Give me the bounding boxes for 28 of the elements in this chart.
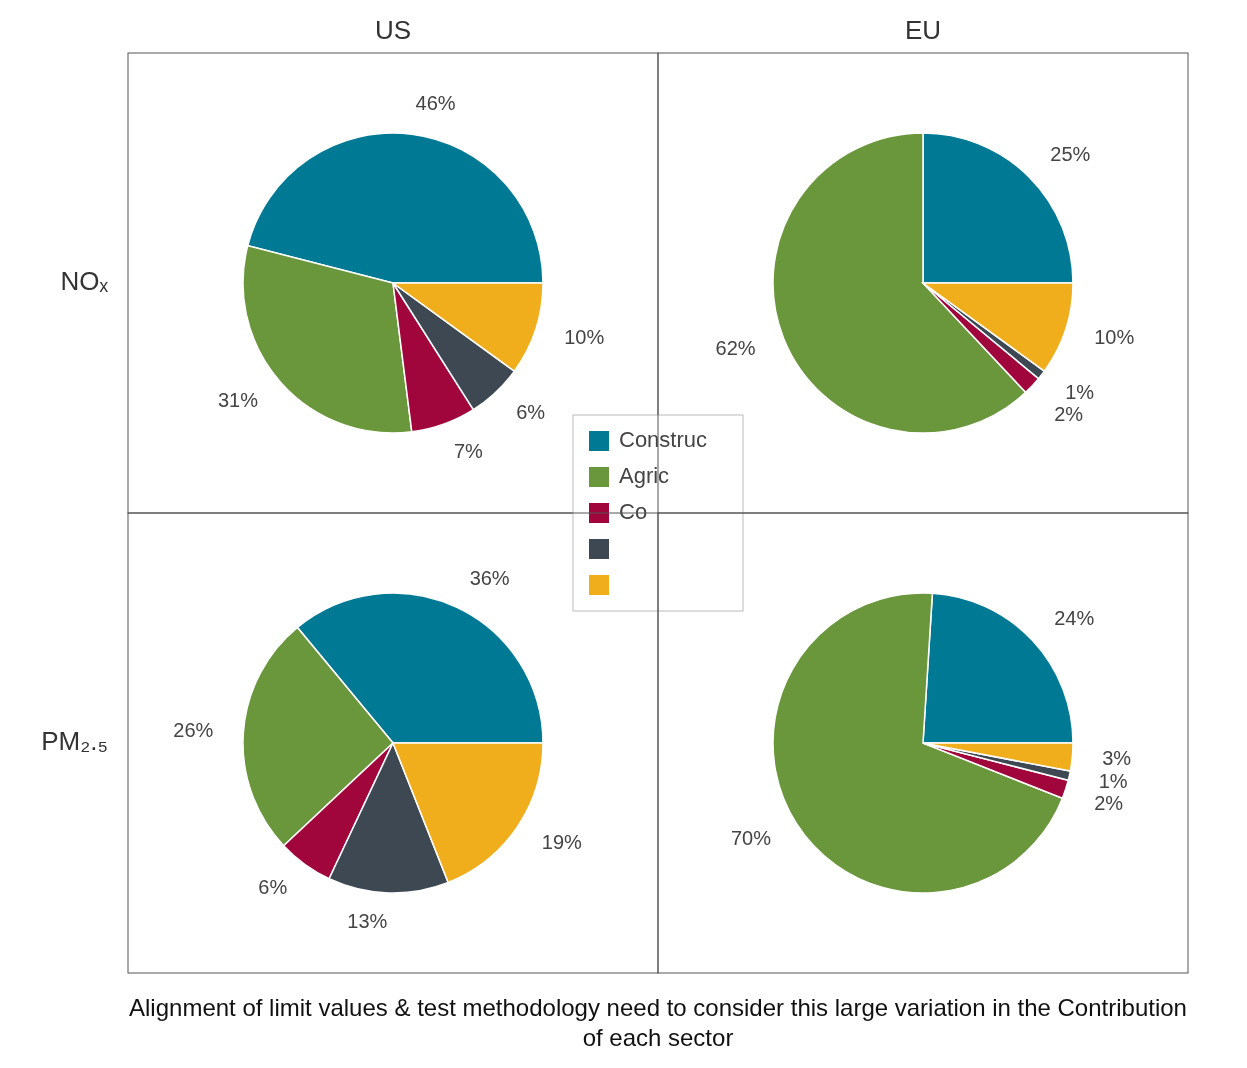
data-label: 2% (1054, 402, 1084, 425)
chart-title: US (374, 15, 412, 45)
text: NOₓ (60, 265, 109, 296)
chart-title: EU (904, 15, 942, 45)
data-label: 70% (730, 826, 772, 849)
data-label: 26% (173, 718, 214, 741)
data-label: 3% (1102, 747, 1132, 770)
legend-label: Agric (619, 462, 670, 488)
legend-label: Co (619, 498, 648, 524)
data-label: 36% (469, 567, 510, 590)
data-label: 6% (258, 875, 288, 898)
data-label: 19% (541, 831, 583, 854)
data-label: 31% (217, 389, 259, 412)
data-label: 1% (1065, 380, 1095, 403)
data-label: 46% (415, 91, 456, 114)
data-label: 2% (1094, 791, 1124, 814)
legend-label: Construc (619, 426, 708, 452)
text: PM₂.₅ (41, 725, 108, 756)
data-label: 10% (1094, 325, 1135, 348)
data-label: 1% (1098, 769, 1128, 792)
data-label: 6% (516, 401, 546, 424)
data-label: 7% (453, 439, 484, 462)
data-label: 24% (1054, 607, 1095, 630)
data-label: 13% (347, 910, 388, 933)
data-label: 10% (564, 325, 605, 348)
data-label: 25% (1050, 143, 1091, 165)
data-label: 62% (715, 336, 756, 359)
text: Alignment of limit values & test methodology need to consider this large variation in the Contribution of each sector (128, 993, 1188, 1053)
